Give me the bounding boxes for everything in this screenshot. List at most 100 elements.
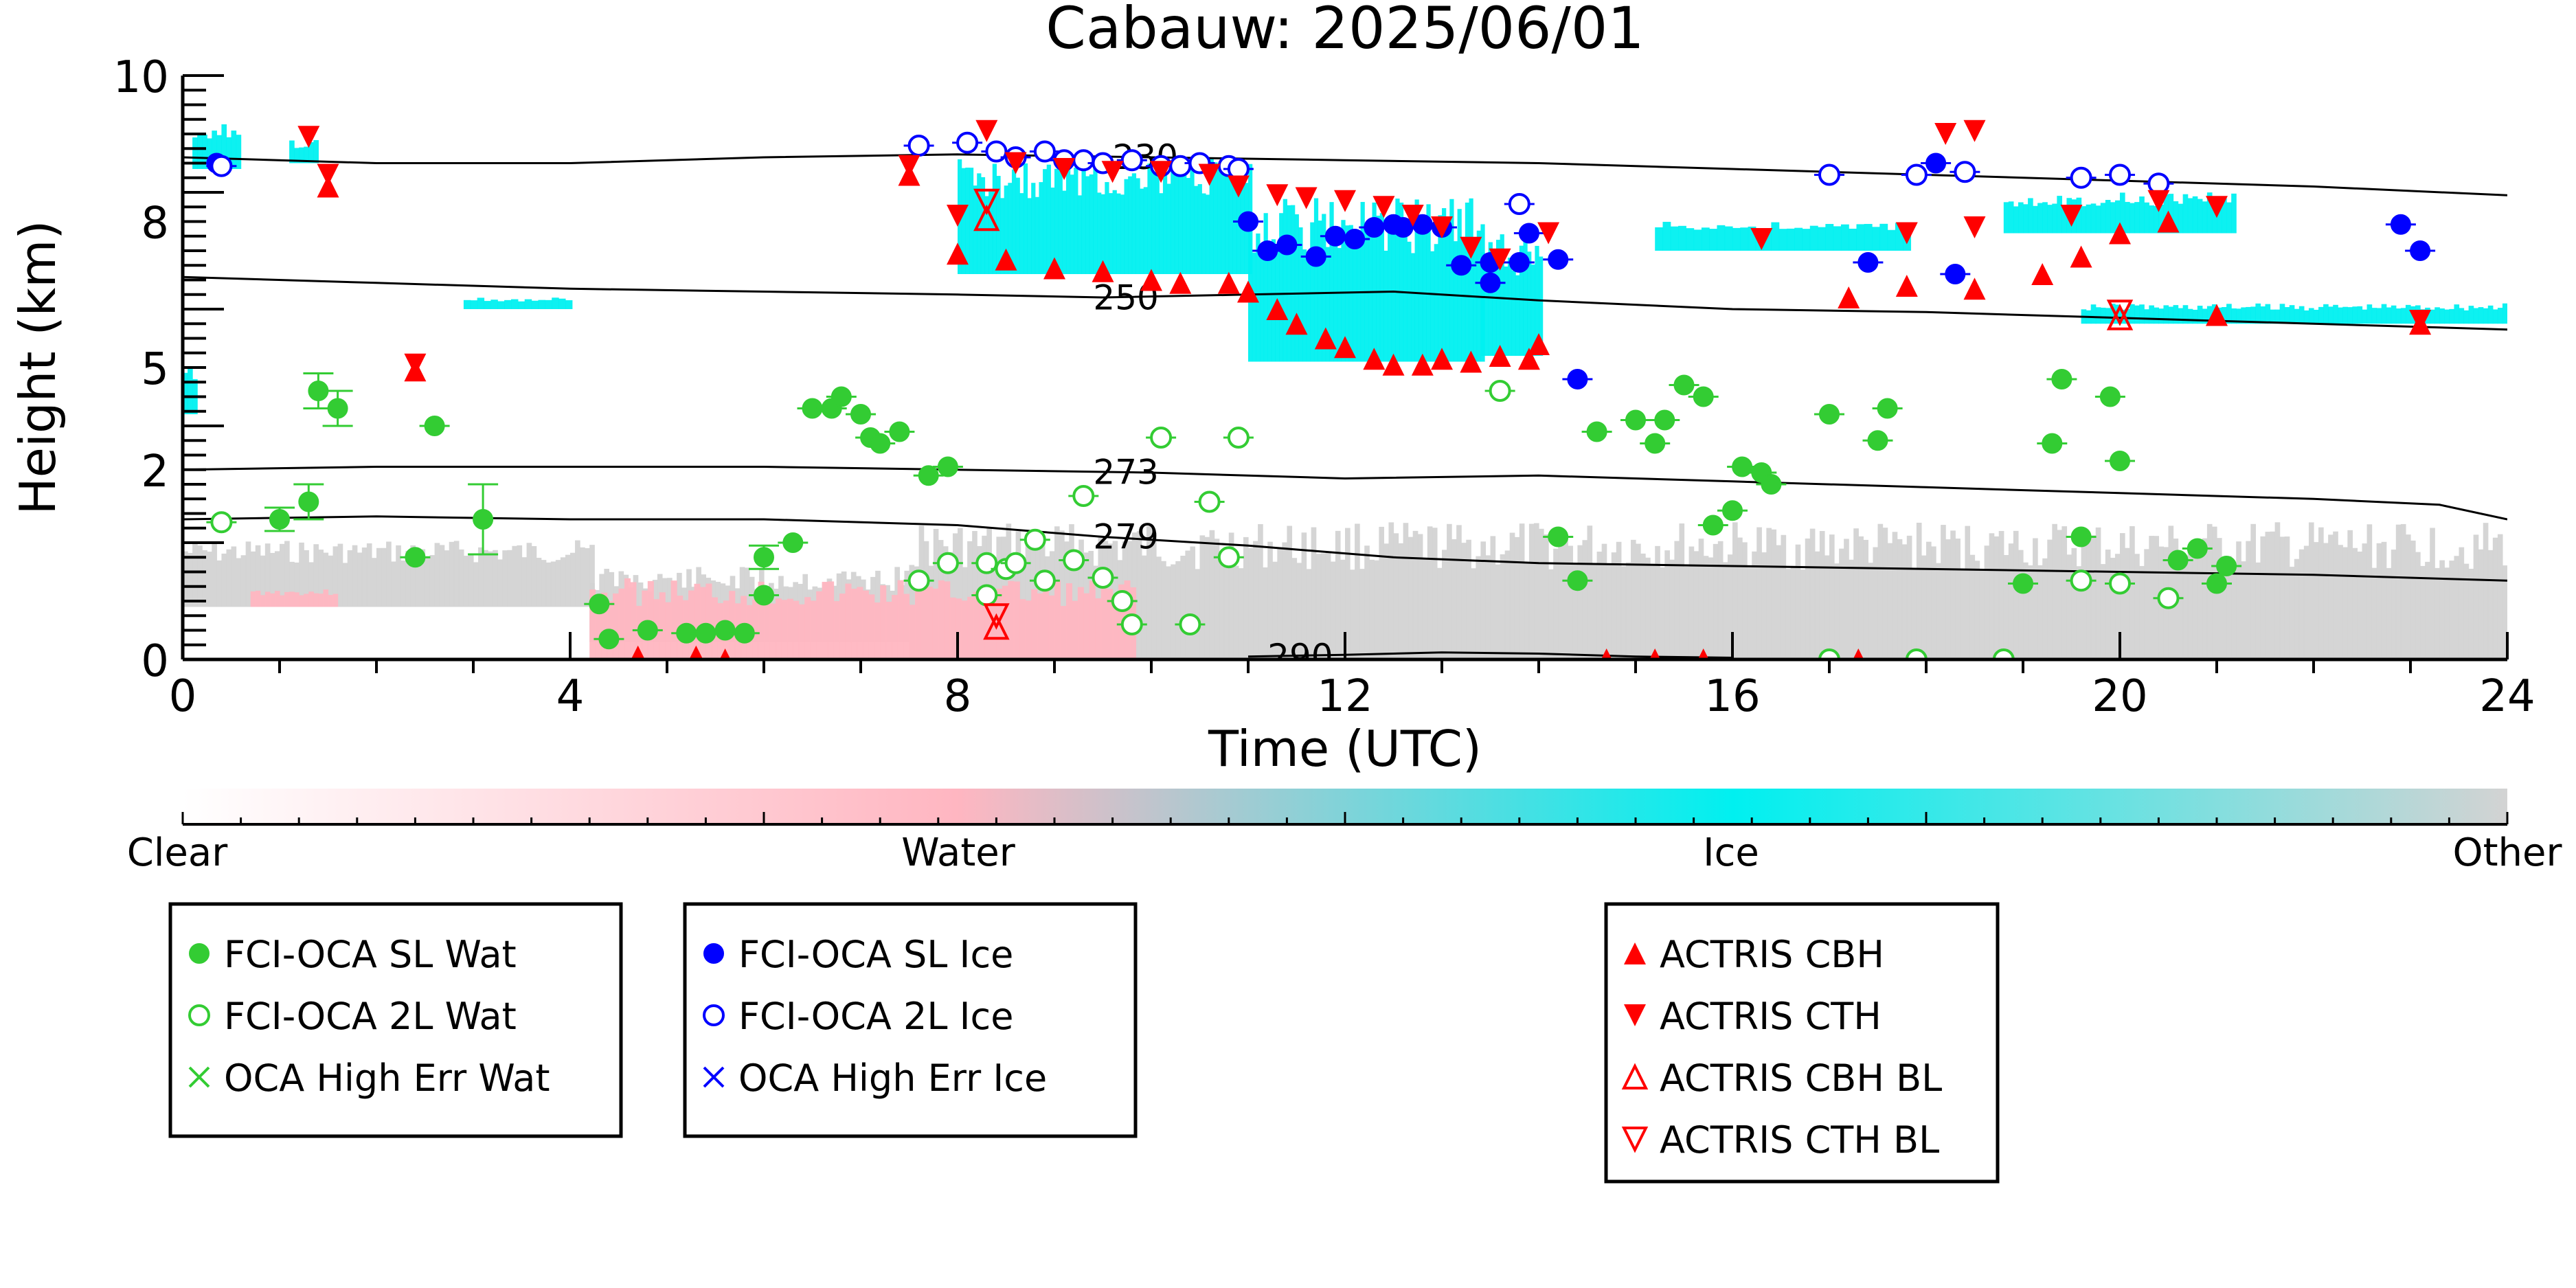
legend-box-3: ACTRIS CBH ACTRIS CTH ACTRIS CBH BL ACTRIS … (1604, 902, 2000, 1184)
data-series (201, 120, 2436, 659)
series-fci-oca-2l-wat (206, 380, 2184, 659)
data-point (1489, 248, 1511, 271)
data-point (1548, 526, 1569, 547)
data-point (473, 509, 494, 530)
data-point (1697, 648, 1709, 659)
data-point (2013, 573, 2033, 594)
legend-label: FCI-OCA 2L Ice (738, 995, 1013, 1038)
data-point (1053, 158, 1076, 180)
data-point (1334, 336, 1356, 359)
data-point (1877, 398, 1898, 419)
contour-label-273: 273 (1093, 453, 1158, 493)
legend-item: FCI-OCA SL Ice (703, 933, 1013, 976)
data-point (907, 135, 930, 157)
contour-label-290: 290 (1267, 637, 1333, 677)
mask-other-low-1 (183, 540, 595, 607)
legend-label: FCI-OCA 2L Wat (224, 995, 517, 1038)
legend-item: OCA High Err Wat (188, 1057, 550, 1100)
data-point (1954, 161, 1976, 183)
y-tick-label: 0 (141, 636, 169, 687)
y-axis-label: Height (km) (9, 221, 67, 515)
mask-ice-9 (1655, 221, 1912, 251)
data-point (689, 645, 703, 659)
x-tick-label: 4 (556, 671, 585, 722)
data-point (1217, 271, 1240, 294)
data-point (973, 204, 1000, 231)
data-point (1818, 163, 1840, 186)
data-point (2157, 210, 2180, 233)
data-point (317, 163, 339, 186)
legend-marker (703, 1066, 725, 1088)
data-point (1238, 211, 1258, 232)
data-point (2070, 166, 2092, 189)
mask-ice-10 (463, 297, 573, 309)
data-point (1266, 184, 1289, 207)
data-point (1702, 515, 1724, 536)
data-point (2106, 300, 2134, 326)
data-point (995, 248, 1017, 271)
data-point (1693, 386, 1714, 407)
data-point (1818, 648, 1840, 659)
series-actris-cbh (317, 163, 2432, 659)
data-point (1853, 648, 1864, 659)
contour-label-279: 279 (1093, 517, 1158, 556)
data-point (1649, 648, 1661, 659)
legend-frame (683, 902, 1138, 1138)
data-point (1867, 430, 1888, 451)
x-axis-label: Time (UTC) (1208, 720, 1482, 778)
data-point (210, 511, 233, 534)
data-point (2070, 526, 2092, 547)
data-point (1601, 648, 1612, 659)
mask-ice-7 (289, 139, 319, 163)
data-point (975, 120, 998, 142)
data-point (1305, 246, 1326, 267)
data-point (2110, 451, 2130, 471)
legend-frame (1604, 902, 2000, 1184)
data-point (327, 398, 348, 419)
x-tick-label: 8 (944, 671, 972, 722)
legend-label: FCI-OCA SL Wat (224, 933, 517, 976)
colorbar-label-other: Other (2452, 831, 2562, 875)
data-point (1237, 280, 1259, 303)
legend-label: OCA High Err Wat (224, 1057, 550, 1100)
colorbar-label-ice: Ice (1703, 831, 1759, 875)
contour-line-273 (183, 466, 2507, 521)
colorbar-label-clear: Clear (127, 831, 228, 875)
data-point (1895, 222, 1918, 245)
data-point (1548, 249, 1569, 270)
legend-marker (1624, 942, 1646, 964)
data-point (2060, 205, 2083, 227)
x-tick-label: 0 (169, 671, 197, 722)
colorbar: Clear Water Ice Other (127, 789, 2562, 875)
series-actris-cth-bl (973, 188, 2134, 630)
data-point (782, 532, 804, 553)
legend-item: FCI-OCA 2L Wat (188, 995, 517, 1038)
data-point (1314, 327, 1337, 350)
data-point (210, 155, 233, 177)
legend-item: ACTRIS CTH BL (1621, 1118, 1939, 1162)
data-point (1179, 613, 1201, 635)
data-point (1004, 552, 1027, 574)
data-point (2410, 240, 2431, 261)
legend-box-2: FCI-OCA SL Ice FCI-OCA 2L Ice OCA High Err… (683, 902, 1138, 1138)
data-point (1072, 485, 1095, 507)
data-point (2070, 569, 2092, 592)
data-point (2167, 550, 2189, 571)
data-point (1431, 348, 1453, 370)
data-point (1508, 193, 1530, 215)
data-point (831, 386, 852, 407)
data-point (1963, 278, 1986, 300)
data-point (1992, 648, 2015, 659)
data-point (1150, 161, 1173, 183)
legend-marker (189, 943, 210, 964)
legend-box-1: FCI-OCA SL Wat FCI-OCA 2L Wat OCA High Err… (168, 902, 623, 1138)
legend-item: FCI-OCA SL Wat (189, 933, 517, 976)
data-point (1722, 500, 1743, 521)
data-point (1043, 257, 1065, 280)
data-point (1033, 569, 1056, 592)
data-point (2042, 433, 2063, 454)
data-point (269, 509, 290, 530)
data-point (1024, 528, 1046, 551)
legend-item: ACTRIS CBH (1624, 933, 1884, 976)
data-point (1460, 350, 1482, 373)
